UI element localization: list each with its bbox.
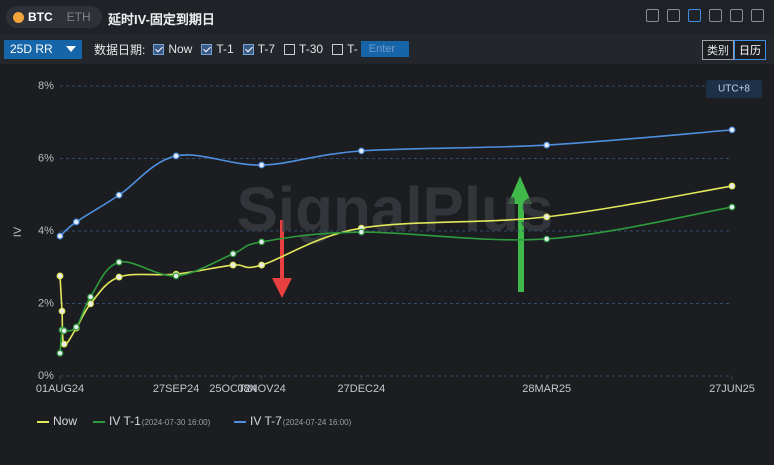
view-calendar[interactable]: 日历 [734, 40, 766, 60]
input-placeholder: Enter [368, 43, 396, 55]
x-tick-label: 28MAR25 [522, 383, 571, 395]
option-label: T-7 [257, 42, 276, 56]
data-point [728, 126, 736, 134]
data-point [229, 250, 237, 258]
data-point [56, 272, 64, 280]
btc-icon [13, 11, 24, 23]
legend-label: IV T-1 [109, 414, 141, 428]
data-point [87, 293, 94, 301]
data-point [60, 340, 68, 348]
y-tick-label: 0% [38, 370, 54, 382]
layout-icon[interactable] [688, 9, 701, 22]
y-axis-label: IV [12, 226, 24, 237]
data-point [56, 349, 64, 357]
export-icon[interactable] [646, 9, 659, 22]
data-point [87, 300, 94, 308]
date-option[interactable]: T- [332, 42, 358, 56]
checkbox[interactable] [201, 43, 213, 55]
data-point [543, 213, 551, 221]
data-point [72, 218, 80, 226]
data-point [58, 307, 66, 315]
option-label: T-30 [299, 42, 324, 56]
checkbox[interactable] [332, 43, 344, 55]
tab-btc[interactable]: BTC [28, 10, 53, 24]
copy-icon[interactable] [709, 9, 722, 22]
date-input[interactable]: Enter [360, 41, 409, 57]
data-point [115, 258, 123, 266]
down-arrow [272, 220, 292, 298]
data-point [258, 161, 266, 169]
up-arrow [508, 176, 532, 292]
date-options: Now T-1 T-7 T-30 T- [153, 42, 366, 56]
legend-label: IV T-7 [250, 414, 282, 428]
y-tick-label: 2% [38, 297, 54, 309]
data-point [72, 323, 80, 331]
timezone-label: UTC+8 [718, 84, 750, 95]
date-option[interactable]: T-7 [242, 42, 276, 56]
data-point [258, 261, 266, 269]
data-point [229, 261, 237, 269]
data-point [258, 238, 266, 246]
x-tick-label: 25OCT24 [209, 383, 257, 395]
data-point [115, 273, 123, 281]
date-option[interactable]: Now [153, 42, 192, 56]
y-tick-label: 4% [38, 225, 54, 237]
data-point [357, 147, 365, 155]
data-point [728, 182, 736, 190]
tab-eth[interactable]: ETH [66, 10, 91, 24]
dropdown[interactable]: 25D RR [4, 39, 82, 59]
close-icon[interactable] [751, 9, 764, 22]
data-point [172, 152, 180, 160]
data-point [172, 272, 180, 280]
x-tick-label: 27DEC24 [338, 383, 386, 395]
checkbox[interactable] [284, 43, 296, 55]
view-category[interactable]: 类别 [702, 40, 734, 60]
date-label: 数据日期: [94, 42, 146, 57]
y-tick-label: 8% [38, 80, 54, 92]
coin-tabs: BTC ETH [6, 6, 102, 28]
refresh-icon[interactable] [667, 9, 680, 22]
legend-label: Now [53, 414, 77, 428]
toolbar: 25D RR 数据日期: Now T-1 T-7 T-30 T- Enter 类别 日历 [0, 34, 774, 64]
x-tick-label: 01AUG24 [36, 383, 84, 395]
timezone-badge [706, 80, 762, 98]
option-label: Now [168, 42, 193, 56]
x-tick-label: 27JUN25 [709, 383, 755, 395]
data-point [728, 203, 736, 211]
data-point [56, 232, 64, 240]
dropdown-text: 25D RR [10, 42, 53, 56]
title: 延时IV-固定到期日 [108, 12, 215, 27]
option-label: T-1 [216, 42, 234, 56]
date-option[interactable]: T-30 [284, 42, 323, 56]
checkbox[interactable] [242, 43, 254, 55]
window-icons [646, 9, 764, 22]
data-point [115, 191, 123, 199]
data-point [60, 327, 68, 335]
legend-timestamp: (2024-07-24 16:00) [283, 418, 352, 427]
expand-icon[interactable] [730, 9, 743, 22]
y-tick-label: 6% [38, 152, 54, 164]
x-tick-label: 08NOV24 [237, 383, 285, 395]
legend-timestamp: (2024-07-30 16:00) [142, 418, 211, 427]
data-point [543, 235, 551, 243]
x-tick-label: 27SEP24 [153, 383, 199, 395]
option-label: T- [347, 42, 358, 56]
data-point [543, 141, 551, 149]
data-point [357, 228, 365, 236]
view-buttons: 类别 日历 [702, 40, 766, 60]
header: BTC ETH 延时IV-固定到期日 [0, 0, 774, 34]
checkbox[interactable] [153, 43, 165, 55]
date-option[interactable]: T-1 [201, 42, 234, 56]
